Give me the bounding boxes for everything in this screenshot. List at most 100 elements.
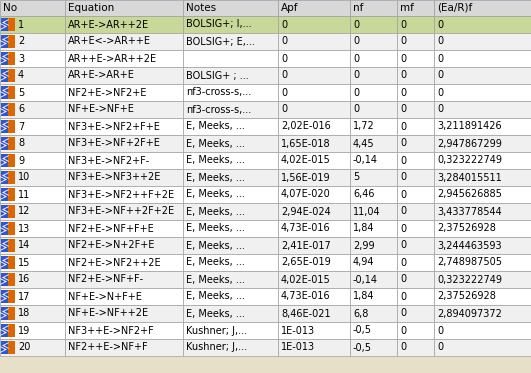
Bar <box>278 288 350 305</box>
Text: 0: 0 <box>400 70 406 81</box>
Text: 0: 0 <box>400 275 406 285</box>
Text: 6: 6 <box>18 104 24 115</box>
Bar <box>434 152 531 169</box>
Text: 2,02E-016: 2,02E-016 <box>281 122 331 132</box>
Text: 13: 13 <box>18 223 30 233</box>
Text: 0: 0 <box>400 172 406 182</box>
Text: (Ea/R)f: (Ea/R)f <box>437 3 472 13</box>
Bar <box>8 239 15 252</box>
Bar <box>183 118 278 135</box>
Text: 18: 18 <box>18 308 30 319</box>
Bar <box>350 118 397 135</box>
Bar <box>0 33 65 50</box>
Text: nf3-cross-s,...: nf3-cross-s,... <box>186 104 251 115</box>
Text: 0: 0 <box>353 70 359 81</box>
Bar <box>350 339 397 356</box>
Bar <box>0 50 65 67</box>
Bar <box>350 16 397 33</box>
Text: 0: 0 <box>353 53 359 63</box>
Bar <box>278 33 350 50</box>
Text: NF+E->NF+E: NF+E->NF+E <box>68 104 134 115</box>
Text: AR+E->AR+E: AR+E->AR+E <box>68 70 135 81</box>
Text: 0: 0 <box>437 342 443 352</box>
Text: 4,45: 4,45 <box>353 138 375 148</box>
Bar <box>8 18 15 31</box>
Text: E, Meeks, ...: E, Meeks, ... <box>186 308 245 319</box>
Bar <box>278 0 350 16</box>
Bar <box>278 186 350 203</box>
Text: 0: 0 <box>400 88 406 97</box>
Bar <box>65 16 183 33</box>
Bar <box>8 341 15 354</box>
Text: 10: 10 <box>18 172 30 182</box>
Bar <box>1 120 8 133</box>
Bar <box>65 254 183 271</box>
Bar <box>183 339 278 356</box>
Text: 0: 0 <box>400 104 406 115</box>
Bar <box>8 103 15 116</box>
Bar <box>434 339 531 356</box>
Bar <box>65 339 183 356</box>
Text: 0: 0 <box>353 37 359 47</box>
Bar <box>278 322 350 339</box>
Text: NF2+E->N+2F+E: NF2+E->N+2F+E <box>68 241 155 251</box>
Bar <box>65 169 183 186</box>
Bar <box>65 322 183 339</box>
Bar <box>65 271 183 288</box>
Bar <box>0 203 65 220</box>
Bar <box>278 50 350 67</box>
Bar <box>183 220 278 237</box>
Bar <box>434 220 531 237</box>
Bar <box>434 271 531 288</box>
Text: 6,8: 6,8 <box>353 308 369 319</box>
Text: 0: 0 <box>400 138 406 148</box>
Bar <box>8 324 15 337</box>
Bar <box>278 220 350 237</box>
Bar <box>1 222 8 235</box>
Bar <box>350 186 397 203</box>
Text: 2: 2 <box>18 37 24 47</box>
Bar <box>8 222 15 235</box>
Bar <box>350 101 397 118</box>
Bar <box>65 186 183 203</box>
Text: nf: nf <box>353 3 363 13</box>
Bar <box>1 290 8 303</box>
Bar <box>65 135 183 152</box>
Bar <box>350 33 397 50</box>
Bar <box>65 220 183 237</box>
Bar <box>8 154 15 167</box>
Bar <box>1 205 8 218</box>
Bar <box>65 118 183 135</box>
Bar <box>65 288 183 305</box>
Bar <box>0 305 65 322</box>
Text: NF2+E->NF+F-: NF2+E->NF+F- <box>68 275 143 285</box>
Text: E, Meeks, ...: E, Meeks, ... <box>186 156 245 166</box>
Bar <box>278 101 350 118</box>
Text: -0,14: -0,14 <box>353 275 378 285</box>
Text: 0: 0 <box>353 104 359 115</box>
Bar <box>0 271 65 288</box>
Bar <box>8 52 15 65</box>
Text: 0: 0 <box>281 88 287 97</box>
Bar <box>183 254 278 271</box>
Text: 3,284015511: 3,284015511 <box>437 172 502 182</box>
Bar <box>65 50 183 67</box>
Bar <box>8 205 15 218</box>
Bar <box>350 152 397 169</box>
Text: 1E-013: 1E-013 <box>281 342 315 352</box>
Text: -0,5: -0,5 <box>353 326 372 335</box>
Bar <box>0 237 65 254</box>
Text: -0,5: -0,5 <box>353 342 372 352</box>
Text: 0: 0 <box>400 326 406 335</box>
Text: 0: 0 <box>437 19 443 29</box>
Bar <box>397 135 434 152</box>
Bar <box>434 203 531 220</box>
Bar <box>1 137 8 150</box>
Text: E, Meeks, ...: E, Meeks, ... <box>186 172 245 182</box>
Text: 0: 0 <box>437 70 443 81</box>
Bar <box>183 67 278 84</box>
Bar <box>0 101 65 118</box>
Bar <box>278 16 350 33</box>
Text: mf: mf <box>400 3 414 13</box>
Text: 3: 3 <box>18 53 24 63</box>
